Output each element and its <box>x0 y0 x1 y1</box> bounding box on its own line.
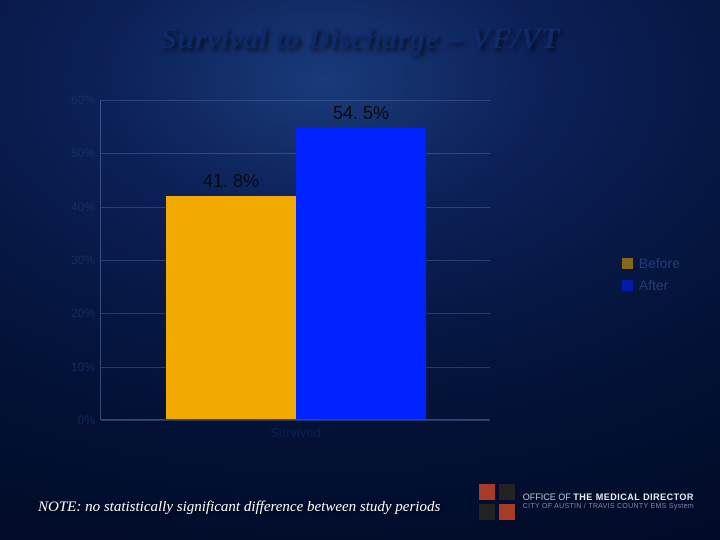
logo-line1-suffix: THE MEDICAL DIRECTOR <box>573 492 694 502</box>
slide-title: Survival to Discharge – VF/VT <box>0 22 720 56</box>
plot-area: 0%10%20%30%40%50%60%41. 8%54. 5%Survived <box>100 100 490 420</box>
y-tick-label: 30% <box>71 253 95 267</box>
gridline <box>101 420 490 421</box>
x-category-label: Survived <box>270 425 321 440</box>
legend-item: After <box>622 277 680 293</box>
bar-value-label: 54. 5% <box>333 103 389 124</box>
logo-line2: CITY OF AUSTIN / TRAVIS COUNTY EMS Syste… <box>523 503 694 511</box>
y-tick-label: 0% <box>78 413 95 427</box>
legend-item: Before <box>622 255 680 271</box>
y-tick-label: 50% <box>71 146 95 160</box>
bar-chart: 0%10%20%30%40%50%60%41. 8%54. 5%Survived <box>60 100 490 440</box>
footnote: NOTE: no statistically significant diffe… <box>38 499 440 516</box>
bar-value-label: 41. 8% <box>203 171 259 192</box>
footer-logo: OFFICE OF THE MEDICAL DIRECTOR CITY OF A… <box>479 484 694 520</box>
legend-label: Before <box>639 255 680 271</box>
logo-text: OFFICE OF THE MEDICAL DIRECTOR CITY OF A… <box>523 493 694 511</box>
y-tick-label: 60% <box>71 93 95 107</box>
logo-icon <box>479 484 515 520</box>
bar-before: 41. 8% <box>166 196 296 419</box>
legend: Before After <box>622 255 680 299</box>
y-tick-label: 40% <box>71 200 95 214</box>
slide: Survival to Discharge – VF/VT 0%10%20%30… <box>0 0 720 540</box>
bar-after: 54. 5% <box>296 128 426 419</box>
y-tick-label: 20% <box>71 306 95 320</box>
legend-label: After <box>639 277 669 293</box>
gridline <box>101 100 490 101</box>
legend-swatch <box>622 258 633 269</box>
logo-line1-prefix: OFFICE OF <box>523 492 574 502</box>
y-tick-label: 10% <box>71 360 95 374</box>
legend-swatch <box>622 280 633 291</box>
